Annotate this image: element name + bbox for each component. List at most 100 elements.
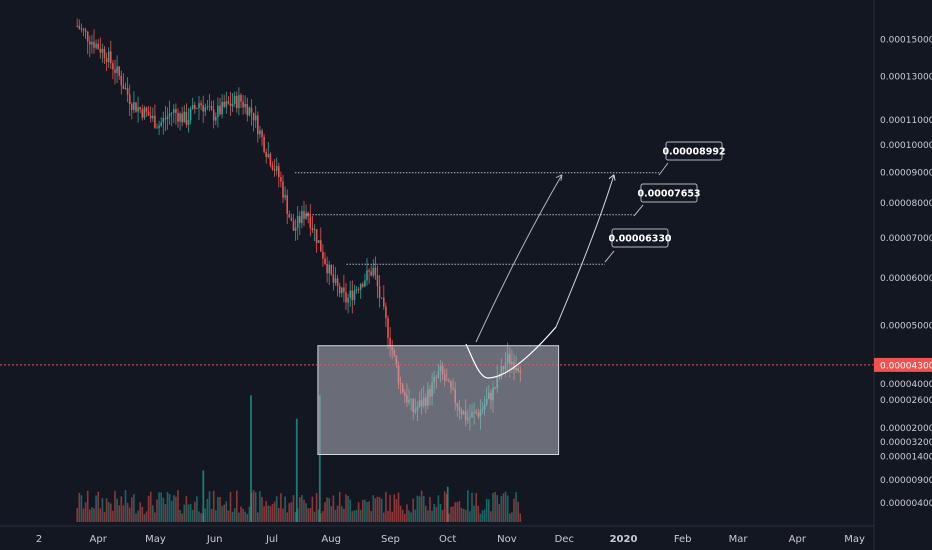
price-tick-label: 0.00010000 <box>880 141 932 151</box>
target-label: 0.00006330 <box>608 234 671 245</box>
candle-body <box>359 284 362 290</box>
candle-body <box>103 48 106 59</box>
volume-bar <box>187 504 190 522</box>
price-tick-label: 0.00005000 <box>880 322 932 332</box>
volume-bar <box>86 490 89 522</box>
volume-bar <box>469 511 471 522</box>
price-axis[interactable]: 0.00015000 0.00013000 0.00011000 0.00010000… <box>873 0 932 550</box>
candle-body <box>86 31 89 42</box>
volume-bars <box>76 395 522 522</box>
volume-bar <box>95 495 97 522</box>
volume-bar <box>91 507 93 522</box>
candle-body <box>286 195 288 214</box>
volume-spike <box>295 418 298 522</box>
candle-body <box>376 275 379 287</box>
volume-bar <box>435 507 438 522</box>
volume-bar <box>296 508 299 522</box>
target-callout-1: 0.00008992 <box>658 141 726 176</box>
candle-body <box>284 195 286 198</box>
volume-bar <box>259 491 261 522</box>
candle-body <box>299 216 301 224</box>
volume-bar <box>170 500 173 522</box>
volume-bar <box>273 501 276 522</box>
volume-bar <box>225 501 228 522</box>
volume-bar <box>429 497 431 522</box>
price-tick-label: 0.00011000 <box>880 116 932 126</box>
volume-bar <box>105 498 108 522</box>
target-label: 0.00007653 <box>637 189 700 200</box>
volume-bar <box>152 505 154 522</box>
volume-bar <box>231 511 234 522</box>
volume-bar <box>345 494 347 522</box>
candle-body <box>217 105 219 117</box>
volume-bar <box>147 495 150 522</box>
volume-spike <box>446 486 449 522</box>
candle-body <box>305 212 307 219</box>
candle-body <box>374 267 377 276</box>
volume-bar <box>372 495 375 522</box>
candle-body <box>326 263 328 274</box>
volume-bar <box>223 504 225 522</box>
volume-bar <box>401 509 404 522</box>
time-tick-label: May <box>844 534 865 545</box>
volume-bar <box>78 492 81 522</box>
candle-body <box>309 216 312 228</box>
volume-bar <box>212 490 215 522</box>
volume-bar <box>359 509 362 522</box>
candle-body <box>131 104 133 110</box>
candle-body <box>275 166 278 171</box>
candle-body <box>181 113 183 123</box>
volume-bar <box>332 495 335 522</box>
candle-body <box>288 214 291 218</box>
candle-body <box>143 107 146 118</box>
volume-bar <box>301 495 303 522</box>
candle-body <box>248 107 251 116</box>
volume-bar <box>254 492 257 522</box>
volume-bar <box>185 496 188 522</box>
volume-bar <box>110 503 112 522</box>
candle-body <box>322 251 324 259</box>
candle-body <box>179 113 181 122</box>
volume-bar <box>458 501 461 522</box>
candle-body <box>387 318 389 338</box>
volume-bar <box>404 513 406 522</box>
volume-bar <box>135 513 137 522</box>
time-tick-label: Oct <box>439 534 456 545</box>
candle-body <box>349 290 351 298</box>
candle-body <box>107 51 110 63</box>
time-tick-label: Dec <box>555 534 574 545</box>
candle-body <box>315 229 318 243</box>
candle-body <box>233 96 236 104</box>
candle-body <box>156 127 158 129</box>
candle-body <box>250 107 253 113</box>
candle-body <box>313 229 316 231</box>
candle-body <box>149 115 152 119</box>
volume-bar <box>341 506 343 522</box>
volume-bar <box>374 498 377 522</box>
time-axis[interactable]: 2 Apr May Jun Jul Aug Sep Oct Nov Dec 2020 Feb Mar Ap… <box>0 525 874 545</box>
volume-bar <box>475 493 477 522</box>
volume-bar <box>383 512 385 522</box>
candle-body <box>126 88 129 95</box>
volume-bar <box>481 510 484 522</box>
volume-bar <box>450 507 452 522</box>
candle-body <box>225 101 228 107</box>
candle-body <box>200 103 202 106</box>
candle-body <box>292 220 295 231</box>
volume-bar <box>347 496 349 522</box>
volume-bar <box>118 505 120 522</box>
candle-body <box>338 285 341 294</box>
volume-bar <box>93 508 95 522</box>
volume-bar <box>183 504 186 522</box>
candle-body <box>128 94 131 105</box>
volume-bar <box>519 513 522 522</box>
volume-bar <box>387 510 389 522</box>
volume-bar <box>143 514 146 522</box>
volume-bar <box>299 497 301 522</box>
candle-body <box>202 105 204 112</box>
volume-bar <box>236 490 238 522</box>
candle-body <box>229 103 232 107</box>
candle-body <box>353 290 356 301</box>
volume-bar <box>353 510 356 522</box>
